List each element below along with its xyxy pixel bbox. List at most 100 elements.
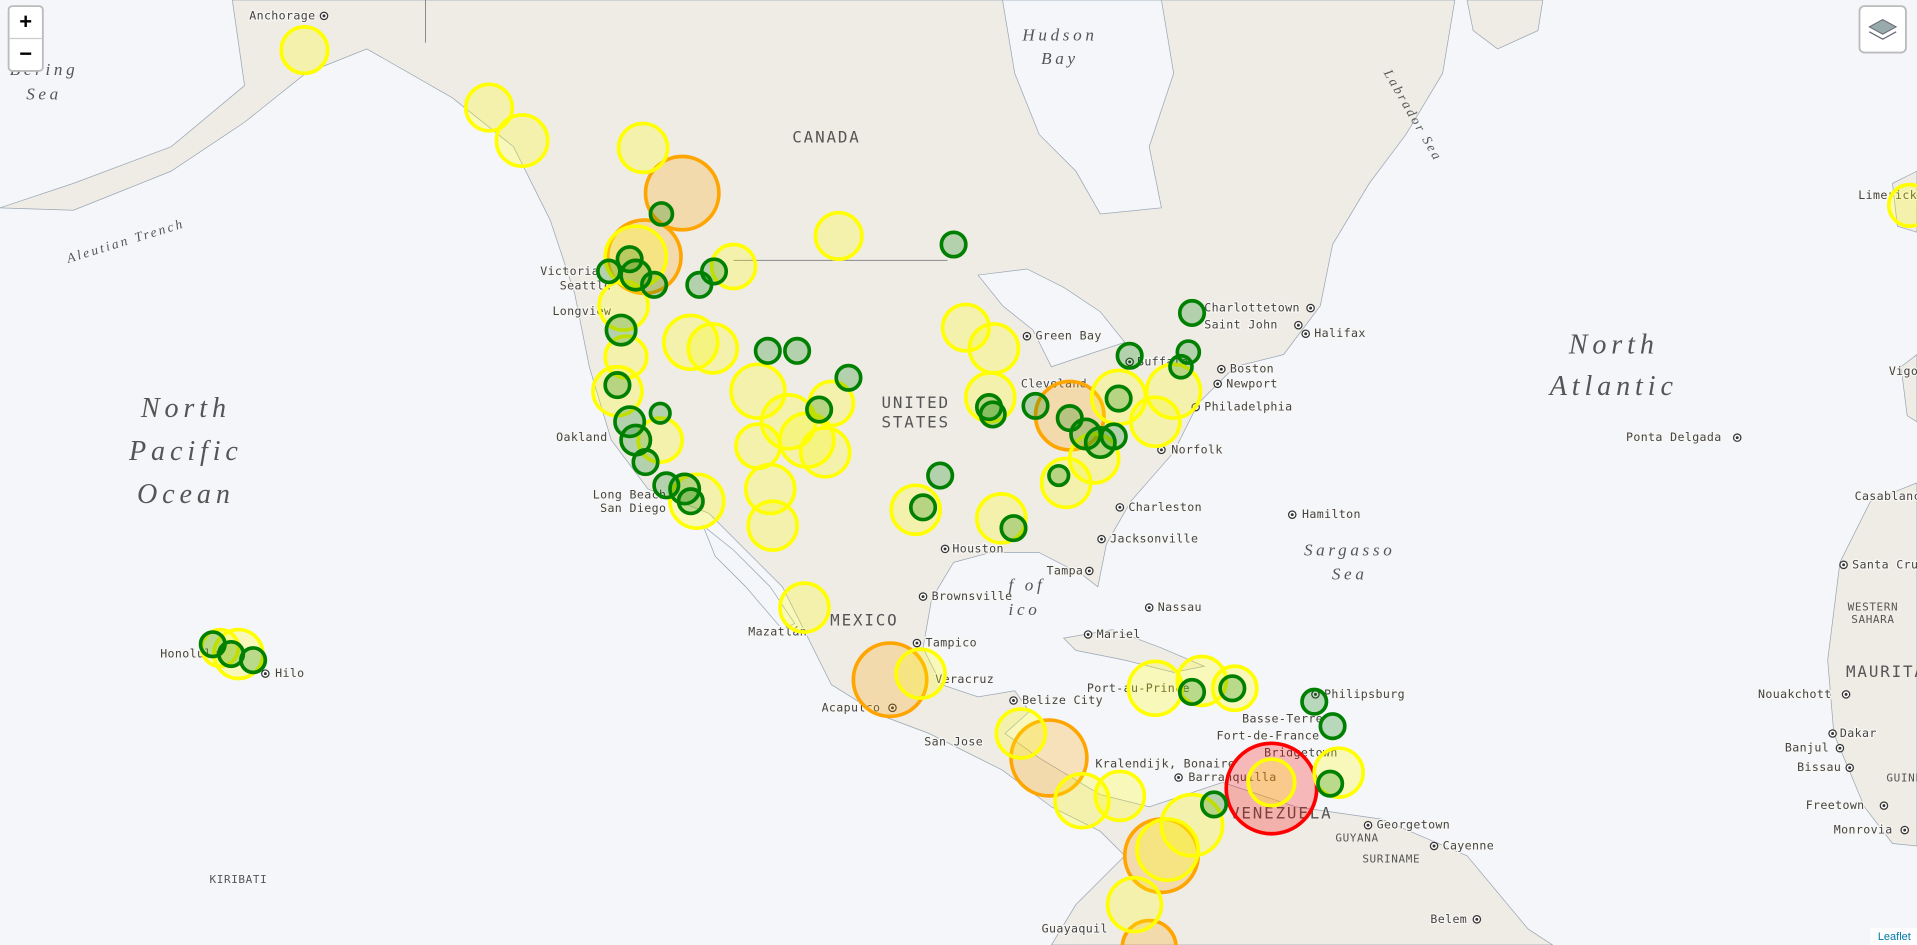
earthquake-marker (1105, 875, 1164, 934)
city-label: Kralendijk, Bonaire (1095, 757, 1235, 771)
city-dot-center (1219, 367, 1223, 371)
land-greenland (1466, 0, 1544, 50)
earthquake-marker (494, 113, 550, 169)
city-dot-center (1100, 537, 1104, 541)
country-label: SAHARA (1851, 613, 1894, 626)
water-label: Sea (26, 84, 62, 103)
earthquake-marker (753, 336, 782, 365)
city-dot-center (1177, 776, 1181, 779)
earthquake-marker (616, 121, 670, 175)
city-label: Fort-de-France (1216, 728, 1319, 742)
earthquake-marker (1316, 769, 1345, 798)
earthquake-marker (746, 499, 799, 552)
earthquake-marker (1300, 687, 1329, 716)
great-lakes (977, 268, 1126, 368)
city-label: San Jose (924, 735, 983, 749)
country-label: GUINEA (1886, 772, 1917, 785)
country-label: STATES (882, 412, 950, 431)
country-label: MEXICO (830, 611, 898, 630)
city-dot-center (1147, 606, 1151, 610)
city-label: Philipsburg (1324, 687, 1405, 701)
earthquake-marker (994, 707, 1048, 760)
earthquake-marker (643, 154, 721, 232)
water-label: Sea (1332, 565, 1368, 584)
city-dot-center (322, 14, 326, 18)
city-label: Acapulco (822, 700, 881, 714)
city-label: Monrovia (1834, 823, 1893, 837)
earthquake-marker (1099, 422, 1128, 451)
hudson-bay (1002, 0, 1175, 215)
attribution[interactable]: Leaflet (1878, 931, 1911, 943)
earthquake-marker (1129, 395, 1182, 449)
land-cuba (1062, 629, 1206, 673)
earthquake-marker (676, 487, 705, 516)
earthquake-marker (1083, 426, 1117, 460)
city-dot-center (1025, 334, 1029, 338)
city-dot-center (1432, 844, 1436, 848)
city-label: Veracruz (935, 672, 994, 686)
city-dot-center (1118, 505, 1122, 509)
earthquake-marker (967, 322, 1021, 375)
earthquake-marker (1104, 384, 1133, 413)
city-dot-center (1128, 360, 1132, 364)
earthquake-marker (463, 82, 515, 133)
city-label: Bissau (1797, 760, 1841, 774)
city-label: Basse-Terre (1242, 711, 1323, 725)
earthquake-marker (778, 581, 831, 634)
city-label: Seattle (560, 279, 612, 293)
earthquake-marker (613, 405, 647, 439)
city-label: Limerick (1858, 188, 1917, 202)
city-label: Long Beach (593, 488, 667, 502)
city-label: Charleston (1128, 500, 1202, 514)
water-label: Hudson (1021, 26, 1097, 45)
earthquake-marker (1177, 677, 1207, 706)
earthquake-marker (631, 448, 660, 477)
city-label: Green Bay (1036, 329, 1102, 343)
earthquake-marker (939, 230, 968, 259)
city-dot-center (891, 706, 894, 710)
city-label: San Diego (600, 501, 666, 515)
earthquake-marker (805, 395, 834, 424)
earthquake-marker (908, 493, 938, 522)
water-label: North (1568, 330, 1659, 361)
zoom-in[interactable]: + (19, 9, 32, 34)
city-dot-center (1831, 732, 1835, 735)
country-label: WESTERN (1848, 601, 1899, 614)
city-label: Norfolk (1171, 442, 1223, 456)
city-label: Tampa (1047, 563, 1084, 577)
earthquake-marker (1168, 353, 1194, 380)
city-label: Nouakchott (1758, 687, 1832, 701)
earthquake-marker (1318, 712, 1347, 741)
earthquake-marker (239, 646, 268, 675)
city-label: Hamilton (1302, 507, 1361, 521)
earthquake-marker (603, 371, 632, 400)
country-label: SURINAME (1362, 852, 1420, 865)
earthquake-marker (1126, 659, 1185, 718)
city-dot-center (921, 595, 925, 599)
earthquake-marker (894, 647, 947, 700)
city-dot-center (943, 547, 947, 551)
city-label: Santa Cruz (1852, 557, 1917, 571)
city-dot-center (1309, 306, 1313, 310)
city-label: Philadelphia (1204, 400, 1292, 414)
earthquake-marker (813, 210, 864, 262)
earthquake-marker (604, 313, 638, 347)
water-label: Atlantic (1548, 371, 1678, 402)
city-label: Hilo (275, 666, 304, 680)
country-label: UNITED (882, 393, 950, 412)
earthquake-marker (743, 462, 797, 516)
city-label: Mariel (1097, 627, 1141, 641)
earthquake-marker (648, 401, 672, 425)
layers-control[interactable] (1858, 5, 1907, 54)
city-dot-center (1086, 633, 1090, 636)
city-label: Newport (1226, 376, 1278, 390)
zoom-out[interactable]: − (19, 41, 32, 66)
city-label: Oakland (556, 430, 608, 444)
water-label: North (140, 393, 231, 424)
city-label: Brownsville (932, 589, 1013, 603)
city-label: Cayenne (1443, 838, 1495, 852)
earthquake-marker (926, 461, 955, 490)
earthquake-marker (851, 641, 929, 719)
water-label: ico (1009, 600, 1041, 619)
